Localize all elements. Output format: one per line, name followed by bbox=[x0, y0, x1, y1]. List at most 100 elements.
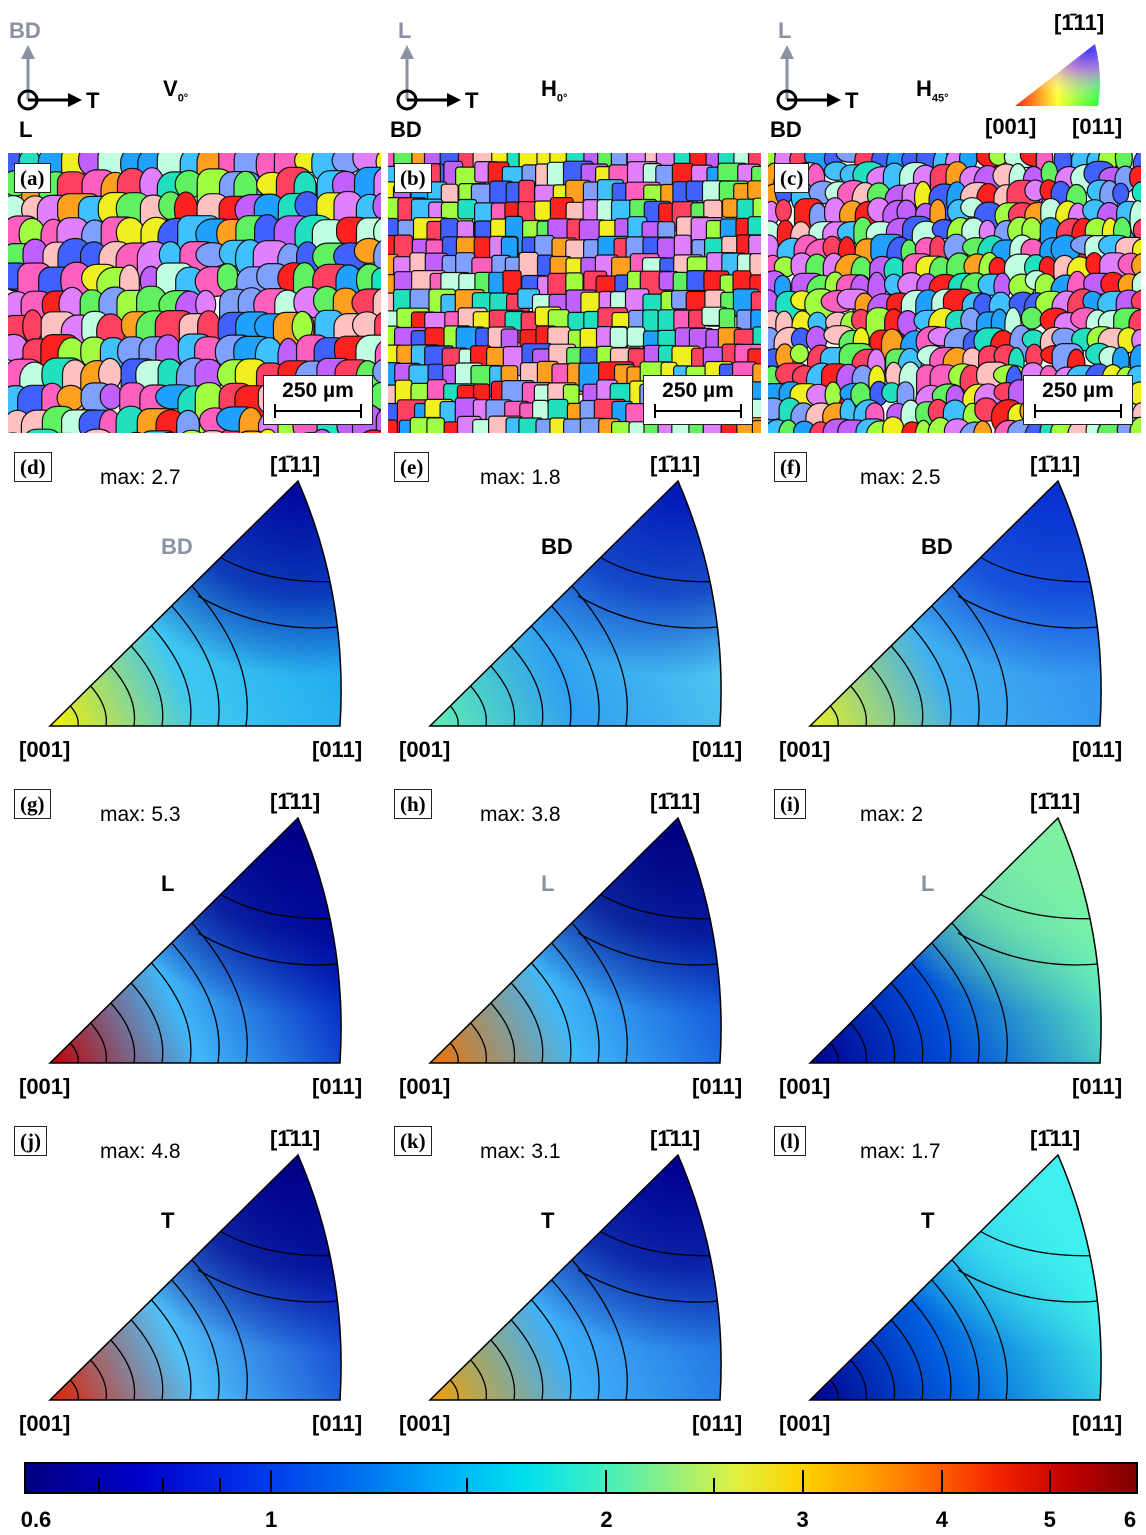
corner-right-label: [011] bbox=[312, 1411, 363, 1436]
ipf-triangle bbox=[48, 1153, 342, 1401]
ipf-panel-j: (j) max: 4.8 [1̄11] [001] [011] T bbox=[8, 1124, 380, 1454]
colorbar-tick-label: 2 bbox=[600, 1507, 613, 1532]
ipf-triangle bbox=[428, 1153, 722, 1401]
sample-label-h0: H0° bbox=[541, 76, 568, 105]
corner-right-label: [011] bbox=[312, 737, 363, 762]
corner-right-label: [011] bbox=[692, 1411, 743, 1436]
direction-label: L bbox=[161, 871, 175, 896]
colorbar-tick-label: 5 bbox=[1043, 1507, 1056, 1532]
colorbar-tick-label: 1 bbox=[265, 1507, 278, 1532]
corner-left-label: [001] bbox=[19, 737, 71, 762]
corner-right-label: [011] bbox=[1072, 1074, 1123, 1099]
ipf-panel-e: (e) max: 1.8 [1̄11] [001] [011] BD bbox=[388, 450, 760, 780]
corner-right-label: [011] bbox=[692, 737, 743, 762]
corner-right-label: [011] bbox=[1072, 737, 1123, 762]
axes-h45 bbox=[767, 15, 917, 140]
colorbar-minor-tick bbox=[466, 1478, 469, 1492]
corner-top-label: [1̄11] bbox=[270, 1126, 321, 1151]
corner-top-label: [1̄11] bbox=[270, 789, 321, 814]
axis-up-label-h0: L bbox=[398, 18, 412, 43]
sample-label-h45: H45° bbox=[916, 76, 949, 105]
ipf-triangle bbox=[808, 479, 1102, 727]
panel-label-l: (l) bbox=[774, 1126, 806, 1156]
corner-left-label: [001] bbox=[19, 1411, 71, 1436]
grain-map bbox=[8, 153, 381, 433]
corner-top-label: [1̄11] bbox=[1030, 789, 1081, 814]
corner-left-label: [001] bbox=[779, 1074, 831, 1099]
colorbar-minor-tick bbox=[713, 1478, 716, 1492]
ipf-triangle bbox=[808, 1153, 1102, 1401]
colorbar-tick-label: 4 bbox=[935, 1507, 948, 1532]
grain-map bbox=[388, 153, 761, 433]
panel-label-j: (j) bbox=[14, 1126, 47, 1156]
max-value: max: 2 bbox=[860, 803, 924, 826]
corner-left-label: [001] bbox=[19, 1074, 71, 1099]
key-left-label: [001] bbox=[985, 114, 1037, 139]
key-right-label: [011] bbox=[1072, 114, 1123, 139]
panel-label-b: (b) bbox=[394, 163, 432, 193]
max-value: max: 4.8 bbox=[100, 1140, 181, 1163]
colorbar-tick bbox=[605, 1470, 608, 1492]
ipf-panel-l: (l) max: 1.7 [1̄11] [001] [011] T bbox=[768, 1124, 1140, 1454]
direction-label: T bbox=[921, 1208, 935, 1233]
axes-arrows-icon bbox=[17, 45, 82, 111]
axes-h0 bbox=[387, 15, 537, 140]
axis-center-label-h0: BD bbox=[390, 117, 422, 142]
ipf-panel-f: (f) max: 2.5 [1̄11] [001] [011] BD bbox=[768, 450, 1140, 780]
scale-bar-b: 250 µm bbox=[643, 375, 753, 425]
axis-up-label-h45: L bbox=[778, 18, 792, 43]
max-value: max: 3.1 bbox=[480, 1140, 561, 1163]
panel-label-g: (g) bbox=[14, 789, 51, 819]
ipf-triangle bbox=[48, 816, 342, 1064]
key-top-label: [1̄11] bbox=[1054, 10, 1105, 35]
colorbar-tick-label: 6 bbox=[1123, 1507, 1137, 1532]
panel-label-a: (a) bbox=[14, 163, 51, 193]
colorbar-minor-tick bbox=[97, 1478, 100, 1492]
direction-label: BD bbox=[161, 534, 193, 559]
panel-label-h: (h) bbox=[394, 789, 432, 819]
max-value: max: 1.7 bbox=[860, 1140, 941, 1163]
ebsd-map-c: (c) 250 µm bbox=[768, 153, 1141, 433]
axes-arrows-icon bbox=[776, 45, 841, 111]
panel-label-i: (i) bbox=[774, 789, 806, 819]
colorbar bbox=[24, 1462, 1138, 1494]
corner-top-label: [1̄11] bbox=[650, 1126, 701, 1151]
corner-left-label: [001] bbox=[779, 1411, 831, 1436]
direction-label: BD bbox=[541, 534, 573, 559]
colorbar-tick bbox=[270, 1470, 273, 1492]
ipf-triangle bbox=[428, 479, 722, 727]
axis-right-label-h45: T bbox=[845, 88, 859, 113]
max-value: max: 5.3 bbox=[100, 803, 181, 826]
corner-left-label: [001] bbox=[399, 1074, 451, 1099]
axis-center-label-h45: BD bbox=[770, 117, 802, 142]
axes-arrows-icon bbox=[396, 45, 461, 111]
corner-left-label: [001] bbox=[399, 1411, 451, 1436]
ipf-triangle bbox=[48, 479, 342, 727]
ipf-triangle bbox=[428, 816, 722, 1064]
corner-top-label: [1̄11] bbox=[270, 452, 321, 477]
ipf-panel-k: (k) max: 3.1 [1̄11] [001] [011] T bbox=[388, 1124, 760, 1454]
scale-bar-c: 250 µm bbox=[1023, 375, 1133, 425]
ipf-panel-i: (i) max: 2 [1̄11] [001] [011] L bbox=[768, 787, 1140, 1117]
colorbar-tick bbox=[801, 1470, 804, 1492]
max-value: max: 2.7 bbox=[100, 466, 181, 489]
colorbar-tick bbox=[1048, 1470, 1051, 1492]
colorbar-tick bbox=[940, 1470, 943, 1492]
ipf-panel-h: (h) max: 3.8 [1̄11] [001] [011] L bbox=[388, 787, 760, 1117]
corner-top-label: [1̄11] bbox=[650, 452, 701, 477]
max-value: max: 2.5 bbox=[860, 466, 941, 489]
colorbar-minor-tick bbox=[219, 1478, 222, 1492]
axis-up-label-v: BD bbox=[9, 18, 41, 43]
direction-label: L bbox=[921, 871, 935, 896]
colorbar-tick-label: 0.6 bbox=[20, 1507, 52, 1532]
panel-label-e: (e) bbox=[394, 452, 430, 482]
max-value: max: 3.8 bbox=[480, 803, 561, 826]
panel-label-c: (c) bbox=[774, 163, 810, 193]
direction-label: L bbox=[541, 871, 555, 896]
ipf-color-key bbox=[1015, 44, 1100, 106]
corner-left-label: [001] bbox=[779, 737, 831, 762]
axis-center-label-v: L bbox=[19, 117, 33, 142]
direction-label: BD bbox=[921, 534, 953, 559]
axis-right-label-h0: T bbox=[465, 88, 479, 113]
corner-left-label: [001] bbox=[399, 737, 451, 762]
